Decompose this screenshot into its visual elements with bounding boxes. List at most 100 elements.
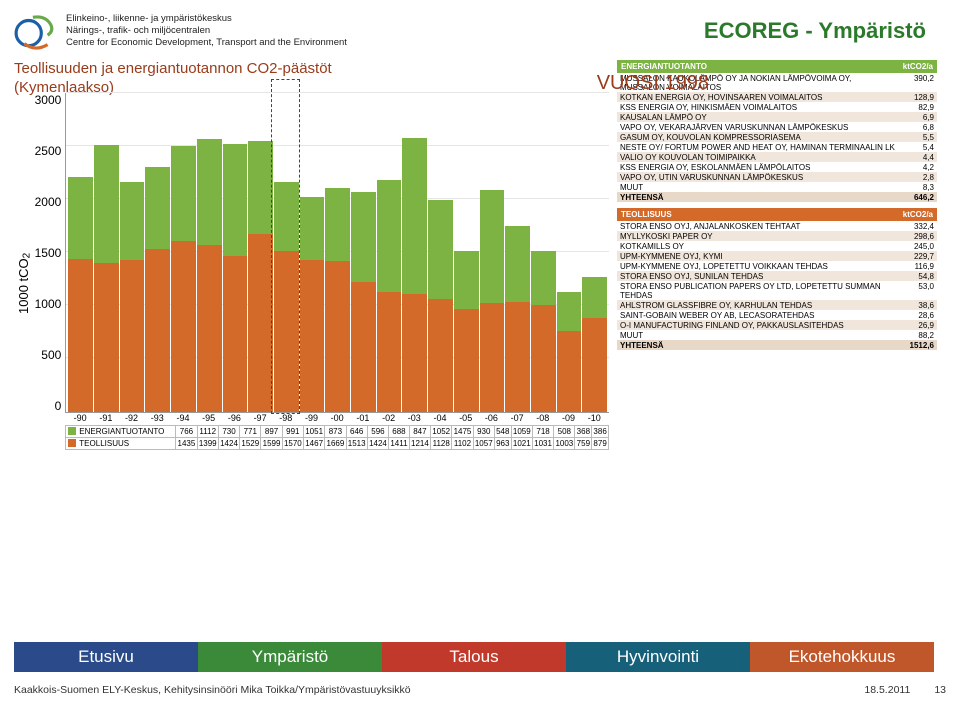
- x-tick: -07: [504, 413, 530, 423]
- bar-col: [197, 93, 222, 412]
- tab-etusivu[interactable]: Etusivu: [14, 642, 198, 672]
- data-cell: 1052: [431, 425, 452, 437]
- side-total-label: YHTEENSÄ: [617, 340, 899, 350]
- tab-hyvinvointi[interactable]: Hyvinvointi: [566, 642, 750, 672]
- data-cell: 1128: [431, 437, 452, 449]
- side-row-value: 245,0: [899, 241, 937, 251]
- side-row-label: KAUSALAN LÄMPÖ OY: [617, 112, 899, 122]
- bar-teollisuus: [351, 282, 376, 411]
- side-row-label: SAINT-GOBAIN WEBER OY AB, LECASORATEHDAS: [617, 310, 899, 320]
- legend-swatch: [68, 439, 76, 447]
- data-cell: 1031: [532, 437, 553, 449]
- tab-ekotehokkuus[interactable]: Ekotehokkuus: [750, 642, 934, 672]
- x-tick: -04: [427, 413, 453, 423]
- bar-teollisuus: [531, 305, 556, 412]
- data-cell: 1059: [511, 425, 532, 437]
- legend-swatch: [68, 427, 76, 435]
- data-cell: 930: [473, 425, 494, 437]
- y-tick: 3000: [35, 93, 62, 107]
- x-tick: -99: [299, 413, 325, 423]
- side-total-value: 1512,6: [899, 340, 937, 350]
- tab-talous[interactable]: Talous: [382, 642, 566, 672]
- bar-col: [582, 93, 607, 412]
- org-names: Elinkeino-, liikenne- ja ympäristökeskus…: [66, 13, 347, 49]
- side-row-label: VAPO OY, UTIN VARUSKUNNAN LÄMPÖKESKUS: [617, 172, 899, 182]
- data-cell: 596: [367, 425, 388, 437]
- data-cell: 508: [554, 425, 575, 437]
- side-unit: ktCO2/a: [899, 60, 937, 73]
- bar-teollisuus: [377, 292, 402, 412]
- data-cell: 847: [409, 425, 430, 437]
- data-cell: 759: [575, 437, 592, 449]
- data-cell: 766: [176, 425, 197, 437]
- side-row-label: STORA ENSO OYJ, SUNILAN TEHDAS: [617, 271, 899, 281]
- x-tick: -91: [93, 413, 119, 423]
- bar-teollisuus: [223, 256, 248, 412]
- side-row-value: 229,7: [899, 251, 937, 261]
- side-row-label: UPM-KYMMENE OYJ, KYMI: [617, 251, 899, 261]
- side-row-value: 53,0: [899, 281, 937, 300]
- side-tables: ENERGIANTUOTANTOktCO2/aMUSSALON KAUKOLÄM…: [617, 60, 937, 473]
- ecoreg-title: ECOREG - Ympäristö: [704, 18, 926, 44]
- bar-col: [402, 93, 427, 412]
- bar-energia: [454, 251, 479, 309]
- teollisuus-table: TEOLLISUUSktCO2/aSTORA ENSO OYJ, ANJALAN…: [617, 208, 937, 350]
- side-row-label: AHLSTROM GLASSFIBRE OY, KARHULAN TEHDAS: [617, 300, 899, 310]
- bar-col: [274, 93, 299, 412]
- content: Teollisuuden ja energiantuotannon CO2-pä…: [14, 60, 946, 473]
- side-row-label: VAPO OY, VEKARAJÄRVEN VARUSKUNNAN LÄMPÖK…: [617, 122, 899, 132]
- data-cell: 368: [575, 425, 592, 437]
- bar-energia: [145, 167, 170, 249]
- chart-plot: [65, 93, 609, 413]
- side-row-value: 4,4: [899, 152, 937, 162]
- data-cell: 771: [240, 425, 261, 437]
- bar-energia: [531, 251, 556, 305]
- side-row-value: 28,6: [899, 310, 937, 320]
- data-cell: 1570: [282, 437, 303, 449]
- side-header: TEOLLISUUS: [617, 208, 899, 221]
- bar-col: [480, 93, 505, 412]
- data-cell: 646: [346, 425, 367, 437]
- bar-col: [120, 93, 145, 412]
- side-row-label: STORA ENSO OYJ, ANJALANKOSKEN TEHTAAT: [617, 221, 899, 231]
- org-name-fi: Elinkeino-, liikenne- ja ympäristökeskus: [66, 13, 347, 25]
- data-cell: 1435: [176, 437, 197, 449]
- data-cell: 1003: [554, 437, 575, 449]
- side-unit: ktCO2/a: [899, 208, 937, 221]
- side-row-value: 128,9: [899, 92, 937, 102]
- bar-teollisuus: [248, 234, 273, 411]
- chart-panel: Teollisuuden ja energiantuotannon CO2-pä…: [14, 60, 609, 473]
- bar-energia: [248, 141, 273, 234]
- bar-energia: [480, 190, 505, 303]
- side-row-value: 38,6: [899, 300, 937, 310]
- x-tick: -03: [401, 413, 427, 423]
- data-cell: 1057: [473, 437, 494, 449]
- logo-icon: [14, 10, 56, 52]
- bar-teollisuus: [402, 294, 427, 411]
- bar-teollisuus: [557, 331, 582, 412]
- bar-energia: [197, 139, 222, 244]
- side-row-value: 5,5: [899, 132, 937, 142]
- bar-col: [325, 93, 350, 412]
- footer-page-num: 13: [934, 684, 946, 696]
- side-row-value: 82,9: [899, 102, 937, 112]
- bar-energia: [351, 192, 376, 282]
- side-row-label: KSS ENERGIA OY, HINKISMÄEN VOIMALAITOS: [617, 102, 899, 112]
- tab-ymparisto[interactable]: Ympäristö: [198, 642, 382, 672]
- x-tick: -93: [144, 413, 170, 423]
- data-table: ENERGIANTUOTANTO766111273077189799110518…: [65, 425, 609, 450]
- bar-col: [300, 93, 325, 412]
- data-cell: 730: [218, 425, 239, 437]
- side-row-label: NESTE OY/ FORTUM POWER AND HEAT OY, HAMI…: [617, 142, 899, 152]
- bar-energia: [505, 226, 530, 302]
- bar-teollisuus: [171, 241, 196, 411]
- bar-teollisuus: [68, 259, 93, 412]
- data-cell: 1467: [303, 437, 324, 449]
- data-cell: 1051: [303, 425, 324, 437]
- x-tick: -00: [324, 413, 350, 423]
- org-name-en: Centre for Economic Development, Transpo…: [66, 37, 347, 49]
- footer-date: 18.5.2011: [864, 684, 910, 696]
- side-row-value: 5,4: [899, 142, 937, 152]
- x-tick: -01: [350, 413, 376, 423]
- bar-col: [428, 93, 453, 412]
